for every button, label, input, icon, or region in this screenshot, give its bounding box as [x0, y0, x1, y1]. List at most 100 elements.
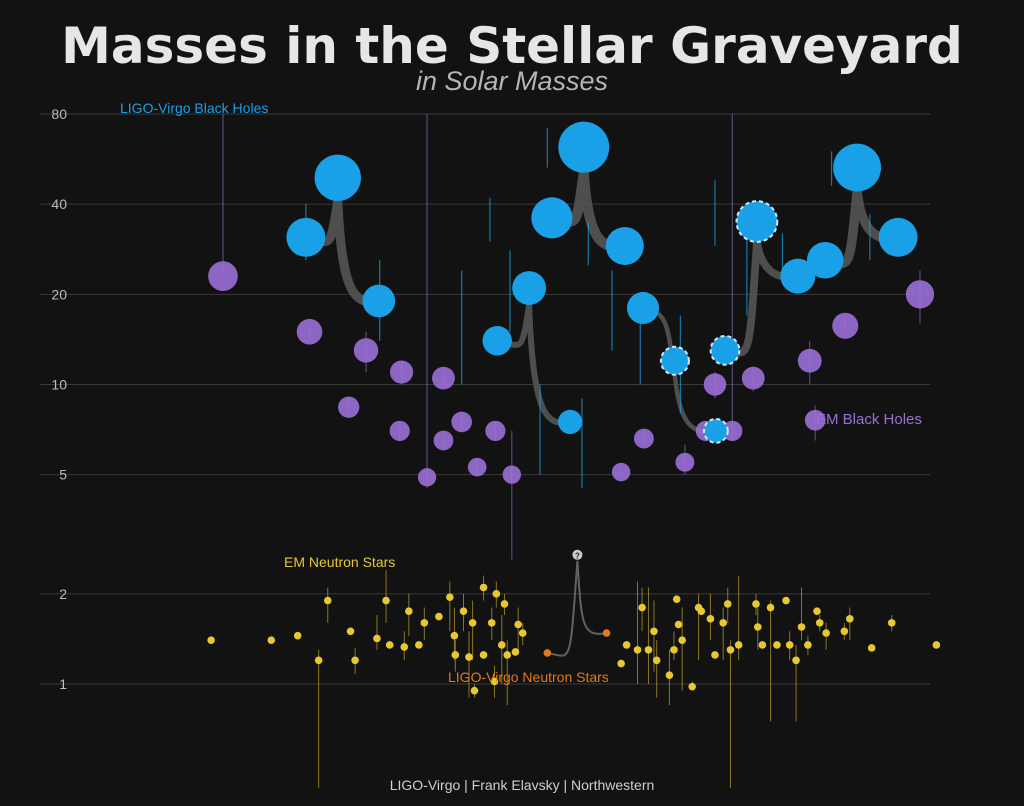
- data-points: ?: [207, 121, 941, 695]
- em-ns-point: [293, 631, 302, 640]
- em-bh-point: [451, 411, 472, 433]
- em-ns-point: [207, 636, 215, 645]
- em-ns-point: [697, 607, 706, 616]
- em-ns-point: [479, 583, 488, 592]
- em-ns-point: [773, 641, 781, 649]
- em-bh-point: [611, 462, 631, 482]
- ligo-ns-label: LIGO-Virgo Neutron Stars: [448, 669, 609, 685]
- em-ns-point: [887, 619, 896, 627]
- ligo-bh-point: [557, 409, 583, 435]
- em-ns-point: [711, 651, 719, 659]
- em-ns-point: [672, 595, 681, 603]
- em-ns-label: EM Neutron Stars: [284, 554, 395, 570]
- grid-lines: [40, 113, 930, 685]
- ligo-bh-point: [605, 226, 644, 265]
- em-bh-point: [633, 428, 654, 449]
- em-ns-point: [726, 646, 735, 654]
- merger-arc: [546, 560, 608, 657]
- em-ns-point: [382, 596, 390, 605]
- em-ns-point: [813, 607, 821, 616]
- em-ns-point: [792, 656, 800, 665]
- em-bh-point: [296, 318, 323, 345]
- em-ns-point: [758, 641, 767, 649]
- em-ns-point: [617, 659, 625, 668]
- em-ns-point: [644, 646, 653, 654]
- ligo-ns-remnant-point: [572, 549, 583, 560]
- ligo-bh-point: [735, 200, 779, 243]
- em-bh-point: [905, 280, 935, 309]
- credit-line: LIGO-Virgo | Frank Elavsky | Northwester…: [390, 777, 655, 793]
- em-ns-point: [674, 620, 683, 629]
- em-ns-point: [415, 641, 423, 649]
- em-ns-point: [497, 641, 506, 649]
- ligo-bh-point: [626, 291, 660, 325]
- em-bh-point: [353, 338, 379, 363]
- em-ns-point: [706, 615, 715, 623]
- em-ns-point: [723, 600, 732, 608]
- chart-subtitle: in Solar Masses: [416, 66, 608, 96]
- em-ns-point: [400, 643, 409, 651]
- em-bh-point: [338, 396, 360, 418]
- ligo-bh-point: [878, 217, 918, 257]
- em-ns-point: [754, 623, 762, 631]
- y-tick-label: 20: [51, 286, 67, 302]
- em-ns-point: [867, 644, 876, 652]
- em-ns-point: [346, 627, 355, 636]
- em-ns-point: [815, 619, 824, 627]
- em-ns-point: [665, 671, 674, 679]
- em-ns-point: [670, 646, 678, 654]
- em-bh-point: [797, 348, 822, 373]
- em-ns-point: [405, 607, 413, 616]
- em-ns-point: [514, 620, 522, 629]
- em-ns-point: [465, 653, 473, 661]
- ligo-bh-point: [709, 334, 741, 366]
- em-ns-point: [435, 612, 443, 621]
- em-ns-point: [822, 629, 830, 637]
- ligo-bh-point: [314, 154, 361, 201]
- ligo-ns-point: [602, 629, 611, 637]
- merger-arc: [494, 304, 574, 426]
- em-ns-point: [492, 590, 501, 598]
- em-bh-point: [741, 366, 765, 390]
- em-bh-point: [417, 468, 437, 487]
- em-ns-point: [351, 656, 359, 665]
- em-ns-point: [451, 651, 460, 659]
- em-ns-point: [840, 627, 849, 636]
- em-bh-point: [467, 457, 487, 477]
- em-ns-point: [450, 631, 459, 640]
- em-ns-point: [622, 641, 631, 649]
- y-tick-label: 2: [59, 586, 67, 602]
- y-tick-label: 40: [51, 196, 67, 212]
- em-ns-point: [500, 600, 509, 608]
- em-ns-point: [633, 646, 642, 654]
- em-bh-point: [485, 420, 506, 441]
- em-bh-point: [675, 452, 695, 472]
- ligo-bh-point: [833, 143, 882, 192]
- y-tick-label: 5: [59, 467, 67, 483]
- ligo-bh-point: [531, 197, 573, 239]
- ligo-bh-point: [512, 271, 547, 305]
- em-bh-label: EM Black Holes: [816, 411, 922, 428]
- em-ns-point: [782, 596, 790, 605]
- ligo-bh-label: LIGO-Virgo Black Holes: [120, 100, 268, 116]
- em-ns-point: [678, 636, 686, 645]
- em-ns-point: [734, 641, 743, 649]
- em-ns-point: [719, 619, 727, 627]
- em-ns-point: [446, 593, 454, 601]
- em-ns-point: [487, 619, 496, 627]
- em-bh-point: [722, 420, 743, 441]
- em-ns-point: [503, 651, 512, 659]
- em-ns-point: [470, 686, 479, 695]
- em-ns-point: [688, 682, 696, 691]
- em-bh-point: [804, 409, 826, 431]
- em-ns-point: [804, 641, 812, 649]
- y-tick-label: 10: [51, 376, 67, 392]
- em-ns-point: [932, 641, 941, 649]
- em-ns-point: [638, 603, 646, 612]
- y-tick-label: 1: [59, 676, 67, 692]
- ligo-bh-point: [806, 241, 844, 279]
- em-ns-point: [797, 623, 806, 631]
- ligo-bh-point: [703, 418, 729, 444]
- em-ns-point: [752, 600, 760, 608]
